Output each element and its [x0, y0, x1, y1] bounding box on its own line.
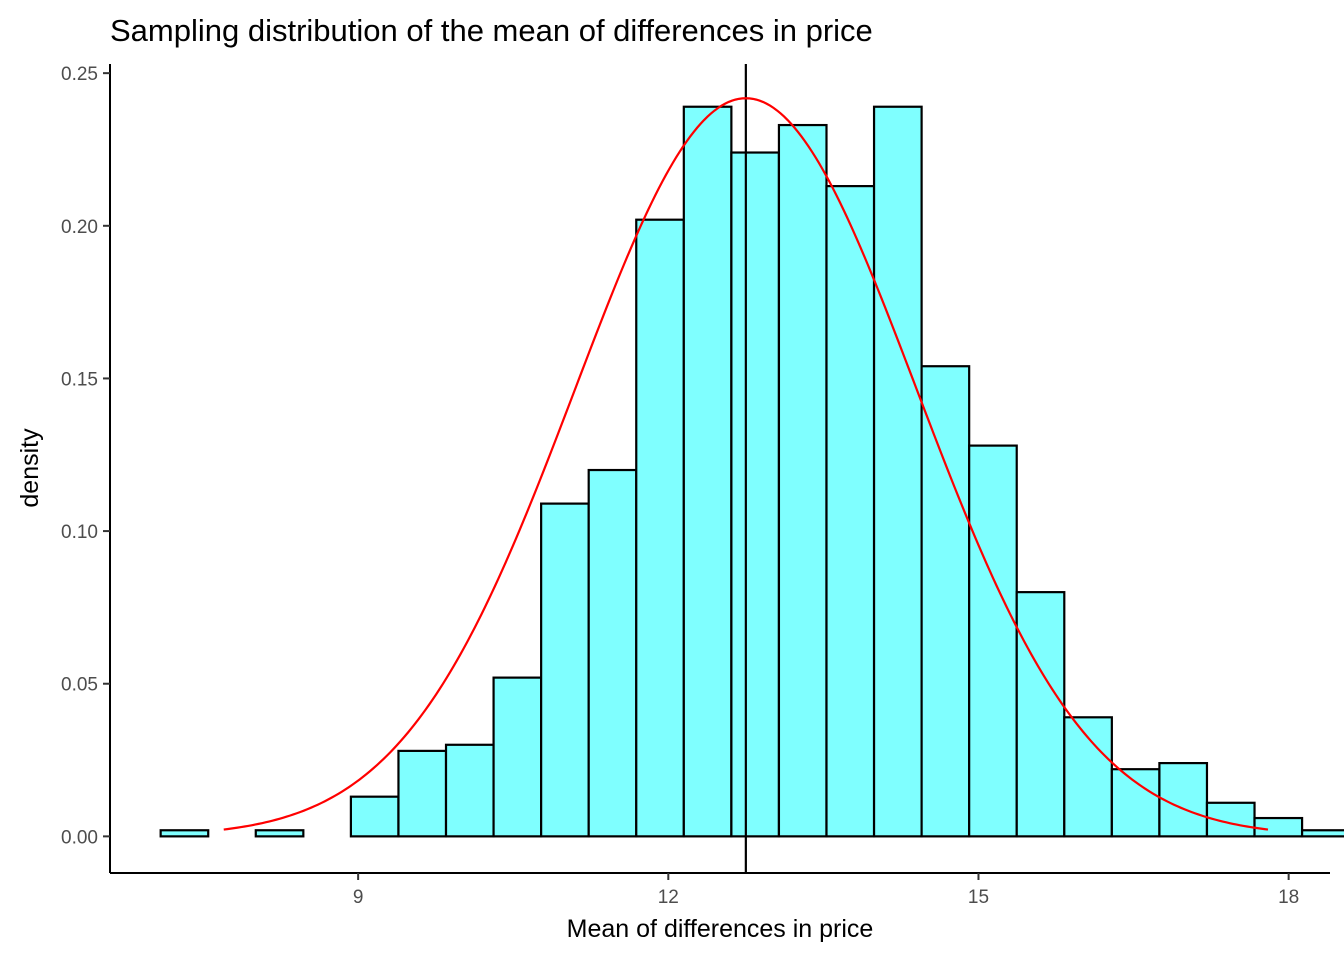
histogram-bar-20: [1110, 768, 1161, 838]
histogram-bar-10: [635, 218, 685, 838]
histogram-bar-18: [1015, 591, 1066, 838]
histogram-bar-0: [159, 829, 210, 838]
histogram-bar-13: [777, 123, 828, 838]
x-tick-label-3: 18: [1278, 887, 1299, 908]
histogram-bar-15: [872, 105, 923, 838]
histogram-bar-4: [349, 795, 400, 838]
x-tick-label-0: 9: [353, 887, 364, 908]
histogram-bar-19: [1063, 716, 1113, 838]
histogram-bars: [159, 105, 1344, 838]
y-tick-label-4: 0.20: [61, 217, 98, 238]
histogram-bar-24: [1300, 829, 1344, 838]
x-tick-label-2: 15: [968, 887, 989, 908]
histogram-bar-7: [492, 676, 543, 838]
histogram-bar-6: [444, 743, 495, 838]
x-axis-ticks: 9 12 15 18: [353, 873, 1299, 908]
histogram-bar-9: [587, 468, 638, 838]
x-axis-title: Mean of differences in price: [567, 915, 874, 943]
y-axis-title: density: [16, 428, 44, 508]
y-tick-label-1: 0.05: [61, 675, 98, 696]
y-tick-label-3: 0.15: [61, 369, 98, 390]
normal-density-curve: [223, 97, 1269, 831]
histogram-bar-11: [682, 105, 733, 838]
y-tick-label-0: 0.00: [61, 827, 98, 848]
y-axis-ticks: 0.00 0.05 0.10 0.15 0.20 0.25: [61, 64, 110, 848]
histogram-bar-17: [968, 444, 1018, 838]
histogram-bar-2: [254, 829, 305, 838]
y-tick-label-2: 0.10: [61, 522, 98, 543]
histogram-bar-21: [1158, 761, 1209, 838]
y-tick-label-5: 0.25: [61, 64, 98, 85]
histogram-bar-16: [920, 365, 971, 838]
chart-title: Sampling distribution of the mean of dif…: [110, 13, 873, 48]
histogram-bar-14: [825, 185, 876, 838]
histogram-bar-12: [730, 151, 781, 838]
histogram-bar-5: [397, 749, 448, 838]
histogram-bar-8: [540, 502, 590, 838]
x-tick-label-1: 12: [658, 887, 679, 908]
histogram-bar-23: [1253, 816, 1304, 838]
normal-curve-layer: [223, 97, 1269, 831]
